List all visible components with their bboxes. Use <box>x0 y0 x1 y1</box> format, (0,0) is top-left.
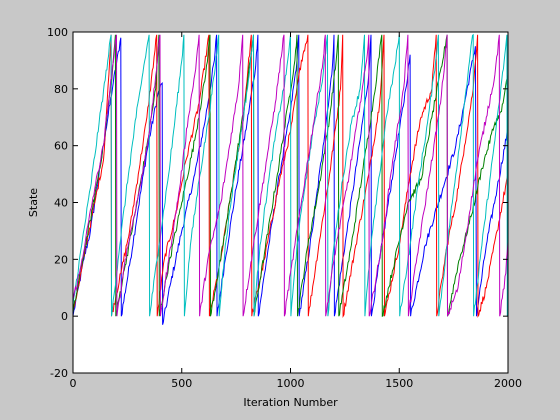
x-tick-label-2: 1000 <box>277 377 305 390</box>
y-tick-label-3: 40 <box>54 197 68 210</box>
x-tick-label-4: 2000 <box>494 377 522 390</box>
y-tick-label-5: 80 <box>54 83 68 96</box>
series-line-1 <box>72 34 509 325</box>
x-tick-label-1: 500 <box>171 377 192 390</box>
x-tick-label-3: 1500 <box>385 377 413 390</box>
y-tick-label-0: -20 <box>50 367 68 380</box>
y-tick-label-1: 0 <box>61 310 68 323</box>
x-tick-label-0: 0 <box>70 377 77 390</box>
x-axis-label: Iteration Number <box>243 396 338 409</box>
series-line-4 <box>72 33 508 317</box>
y-tick-label-2: 20 <box>54 253 68 266</box>
series-layer <box>72 33 509 325</box>
series-line-2 <box>72 34 509 319</box>
y-tick-label-6: 100 <box>47 26 68 39</box>
y-tick-label-4: 60 <box>54 140 68 153</box>
y-axis-label: State <box>27 188 40 217</box>
series-line-5 <box>72 34 509 317</box>
